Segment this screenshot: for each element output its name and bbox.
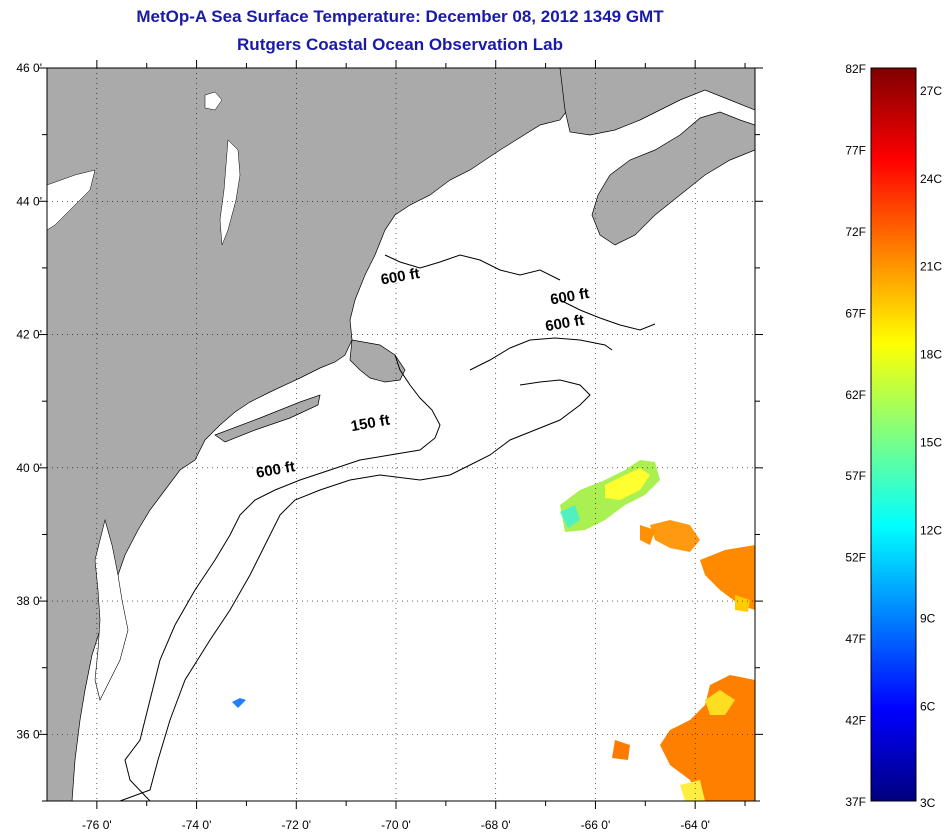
colorbar-c-label: 3C	[920, 796, 936, 810]
colorbar	[870, 67, 917, 802]
colorbar-c-label: 6C	[920, 700, 936, 714]
colorbar-f-label: 67F	[845, 306, 866, 320]
lat-tick-label: 40 0'	[16, 461, 42, 475]
lon-tick-label: -68 0'	[481, 818, 511, 832]
lat-lon-grid	[47, 67, 755, 801]
colorbar-c-label: 12C	[920, 524, 942, 538]
colorbar-c-label: 18C	[920, 348, 942, 362]
colorbar-f-label: 77F	[845, 143, 866, 157]
land-long-island	[214, 394, 321, 443]
lake	[219, 139, 241, 246]
lat-tick-label: 44 0'	[16, 194, 42, 208]
colorbar-c-label: 24C	[920, 172, 942, 186]
land-nova-scotia	[591, 111, 755, 246]
colorbar-c-label: 21C	[920, 260, 942, 274]
colorbar-f-label: 72F	[845, 225, 866, 239]
colorbar-f-label: 37F	[845, 795, 866, 809]
colorbar-f-label: 82F	[845, 62, 866, 76]
lat-tick-label: 36 0'	[16, 727, 42, 741]
lat-tick-label: 42 0'	[16, 328, 42, 342]
lon-tick-label: -70 0'	[381, 818, 411, 832]
contour-label: 150 ft	[350, 412, 392, 436]
lon-tick-label: -74 0'	[182, 818, 212, 832]
colorbar-f-label: 62F	[845, 388, 866, 402]
lon-tick-label: -66 0'	[581, 818, 611, 832]
colorbar-c-label: 15C	[920, 436, 942, 450]
contour-label: 600 ft	[379, 265, 421, 289]
colorbar-f-label: 57F	[845, 469, 866, 483]
axis-ticks: -76 0' -74 0' -72 0' -70 0' -68 0' -66 0' -64 …	[16, 60, 763, 832]
contour-label: 600 ft	[544, 312, 586, 336]
colorbar-f-label: 47F	[845, 632, 866, 646]
plot-frame	[46, 67, 756, 802]
bathymetry-contours	[119, 254, 656, 801]
land-mainland	[47, 68, 581, 801]
colorbar-labels: 82F 77F 72F 67F 62F 57F 52F 47F 42F 37F 27C 24C 21C 1…	[845, 62, 942, 810]
land-cape-cod	[349, 339, 406, 383]
contour-label: 600 ft	[549, 285, 591, 309]
chart-title: MetOp-A Sea Surface Temperature: Decembe…	[136, 7, 664, 26]
contour-labels: 600 ft 600 ft 600 ft 150 ft 600 ft	[255, 265, 591, 482]
lake	[204, 91, 223, 111]
lon-tick-label: -76 0'	[82, 818, 112, 832]
lake	[47, 169, 96, 231]
lat-tick-label: 46 0'	[16, 61, 42, 75]
land-maritimes	[559, 68, 755, 136]
sst-data-patches	[232, 460, 755, 801]
chart-subtitle: Rutgers Coastal Ocean Observation Lab	[237, 35, 563, 54]
lon-tick-label: -64 0'	[680, 818, 710, 832]
colorbar-c-label: 9C	[920, 612, 936, 626]
colorbar-c-label: 27C	[920, 84, 942, 98]
contour-label: 600 ft	[255, 458, 297, 482]
lon-tick-label: -72 0'	[281, 818, 311, 832]
chesapeake-bay	[94, 518, 129, 701]
lat-tick-label: 38 0'	[16, 594, 42, 608]
colorbar-f-label: 52F	[845, 551, 866, 565]
colorbar-f-label: 42F	[845, 714, 866, 728]
